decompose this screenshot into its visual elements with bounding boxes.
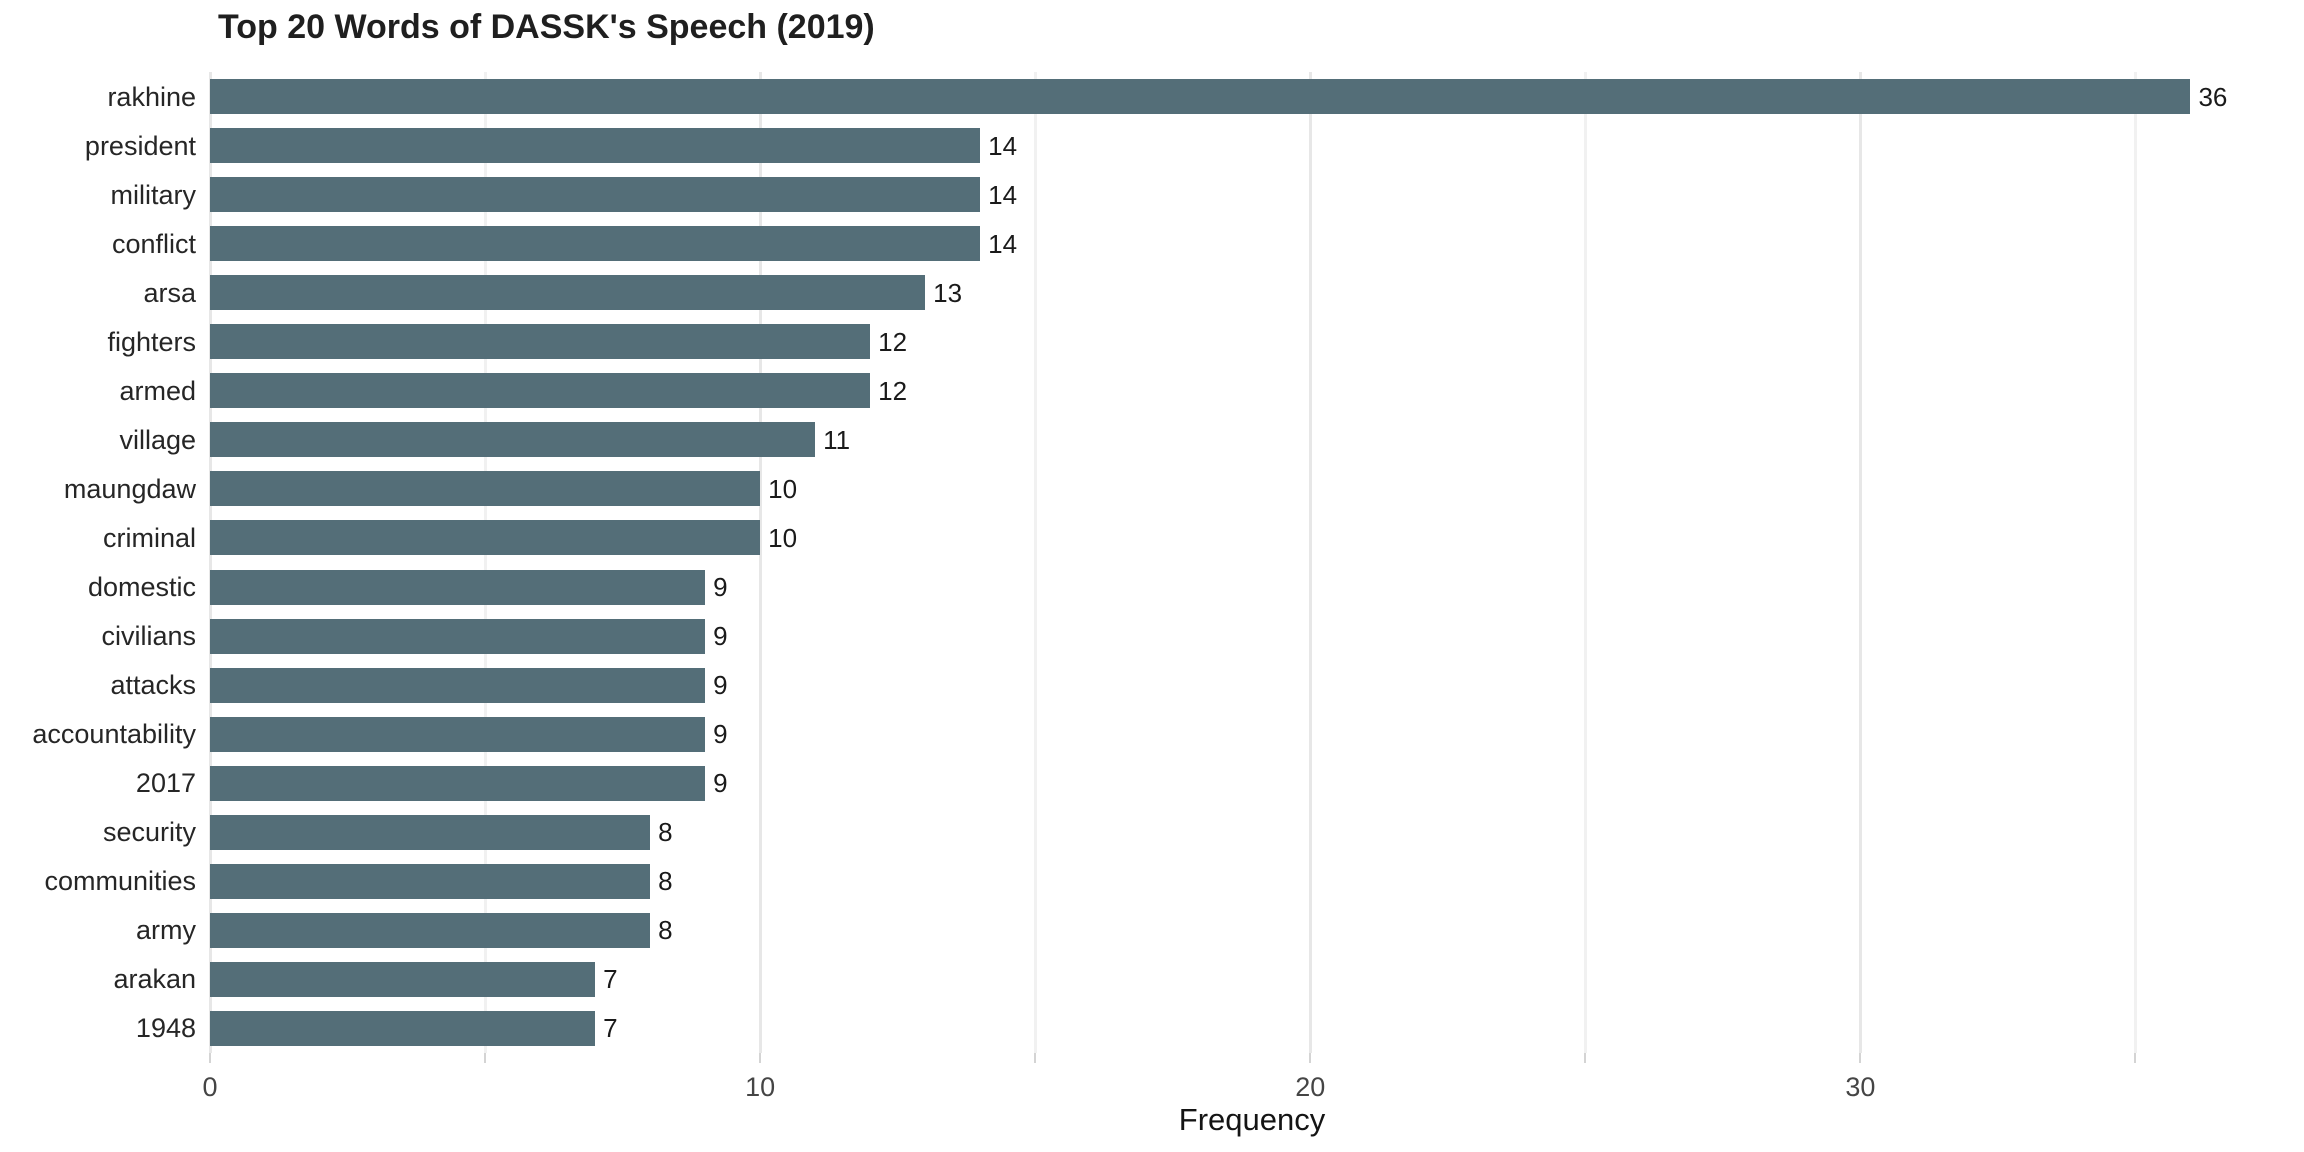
x-axis-tick bbox=[1584, 1053, 1587, 1063]
bar bbox=[210, 324, 871, 360]
value-label: 12 bbox=[878, 326, 908, 357]
category-label: arakan bbox=[113, 964, 196, 995]
value-label: 8 bbox=[658, 915, 673, 946]
bar bbox=[210, 569, 706, 605]
value-label: 14 bbox=[988, 228, 1018, 259]
category-label: accountability bbox=[32, 719, 196, 750]
bar bbox=[210, 373, 871, 409]
category-label: civilians bbox=[101, 621, 196, 652]
value-label: 9 bbox=[713, 621, 728, 652]
plot-panel bbox=[209, 72, 2295, 1053]
bar bbox=[210, 128, 981, 164]
value-label: 13 bbox=[933, 277, 963, 308]
category-label: village bbox=[119, 424, 196, 455]
value-label: 12 bbox=[878, 375, 908, 406]
bar bbox=[210, 961, 596, 997]
category-label: criminal bbox=[102, 522, 196, 553]
category-label: fighters bbox=[107, 326, 196, 357]
value-label: 10 bbox=[768, 473, 798, 504]
bar bbox=[210, 912, 651, 948]
value-label: 36 bbox=[2198, 81, 2228, 112]
category-label: maungdaw bbox=[63, 473, 196, 504]
bar bbox=[210, 814, 651, 850]
x-axis-tick bbox=[1309, 1053, 1312, 1063]
bar bbox=[210, 863, 651, 899]
bar bbox=[210, 422, 816, 458]
gridline-minor bbox=[1034, 72, 1038, 1053]
x-axis-tick bbox=[759, 1053, 762, 1063]
value-label: 9 bbox=[713, 670, 728, 701]
gridline-major bbox=[759, 72, 763, 1053]
bar bbox=[210, 716, 706, 752]
category-label: 2017 bbox=[135, 768, 196, 799]
bar bbox=[210, 765, 706, 801]
category-label: domestic bbox=[87, 572, 196, 603]
value-label: 14 bbox=[988, 179, 1018, 210]
category-label: attacks bbox=[110, 670, 196, 701]
value-label: 7 bbox=[603, 964, 618, 995]
bar bbox=[210, 1010, 596, 1046]
gridline-major bbox=[209, 72, 212, 1053]
value-label: 9 bbox=[713, 768, 728, 799]
x-axis-tick bbox=[484, 1053, 487, 1063]
x-tick-label: 30 bbox=[1845, 1072, 1876, 1102]
value-label: 7 bbox=[603, 1013, 618, 1044]
category-label: president bbox=[84, 130, 196, 161]
bar bbox=[210, 618, 706, 654]
gridline-major bbox=[1859, 72, 1863, 1053]
x-tick-label: 0 bbox=[202, 1072, 218, 1102]
x-tick-label: 20 bbox=[1295, 1072, 1326, 1102]
chart-title: Top 20 Words of DASSK's Speech (2019) bbox=[218, 8, 875, 46]
category-label: security bbox=[102, 817, 196, 848]
value-label: 14 bbox=[988, 130, 1018, 161]
gridline-major bbox=[1309, 72, 1313, 1053]
bar bbox=[210, 226, 981, 262]
value-label: 11 bbox=[823, 424, 851, 455]
value-label: 8 bbox=[658, 866, 673, 897]
bar bbox=[210, 667, 706, 703]
x-tick-label: 10 bbox=[745, 1072, 776, 1102]
category-label: army bbox=[136, 915, 196, 946]
x-axis-tick bbox=[209, 1053, 211, 1063]
x-axis-title: Frequency bbox=[1178, 1102, 1326, 1137]
category-label: armed bbox=[119, 375, 196, 406]
value-label: 8 bbox=[658, 817, 673, 848]
gridline-minor bbox=[1584, 72, 1588, 1053]
x-axis-tick bbox=[2134, 1053, 2137, 1063]
gridline-minor bbox=[2134, 72, 2138, 1053]
x-axis-tick bbox=[1859, 1053, 1862, 1063]
category-label: 1948 bbox=[135, 1013, 196, 1044]
value-label: 9 bbox=[713, 719, 728, 750]
category-label: arsa bbox=[143, 277, 196, 308]
category-label: military bbox=[110, 179, 197, 210]
category-label: communities bbox=[44, 866, 196, 897]
bar bbox=[210, 275, 926, 311]
bar bbox=[210, 471, 761, 507]
bar bbox=[210, 520, 761, 556]
category-label: rakhine bbox=[107, 81, 196, 112]
bar bbox=[210, 177, 981, 213]
gridline-minor bbox=[484, 72, 488, 1053]
category-label: conflict bbox=[111, 228, 196, 259]
x-axis-tick bbox=[1034, 1053, 1037, 1063]
value-label: 10 bbox=[768, 522, 798, 553]
bar bbox=[210, 79, 2191, 115]
value-label: 9 bbox=[713, 572, 728, 603]
